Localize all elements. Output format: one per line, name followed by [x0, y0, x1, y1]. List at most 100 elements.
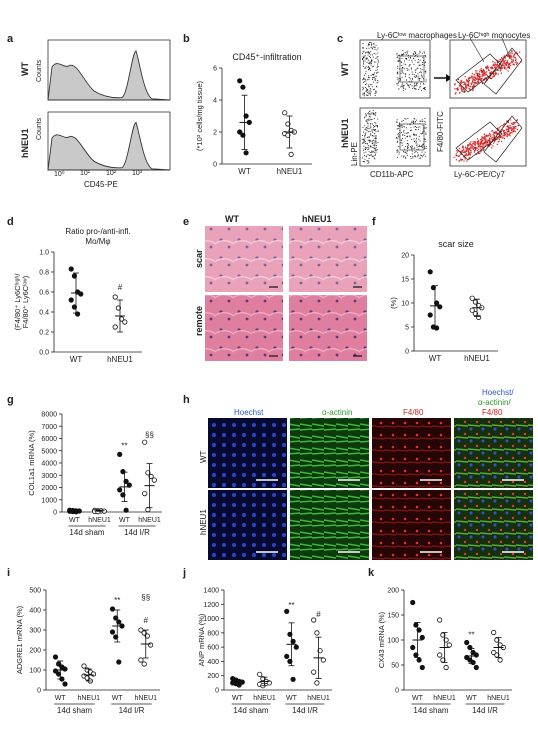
flow-event-dot [367, 136, 369, 138]
flow-event-dot [370, 154, 372, 156]
flow-event-dot [509, 55, 511, 57]
flow-event-dot [505, 64, 508, 66]
flow-event-dot [502, 136, 504, 139]
flow-event-dot [470, 146, 472, 148]
flow-event-dot [374, 136, 376, 138]
y-tick-label: 6 [213, 66, 217, 73]
flow-event-dot [376, 149, 378, 151]
flow-event-dot [423, 51, 425, 53]
flow-event-dot [462, 145, 464, 147]
flow-event-dot [373, 157, 375, 159]
flow-event-dot [416, 137, 417, 139]
flow-event-dot [507, 54, 509, 56]
flow-event-dot [494, 132, 496, 134]
y-tick-label: 200 [207, 673, 219, 680]
flow-event-dot [490, 143, 492, 146]
flow-event-dot [514, 59, 517, 62]
flow-event-dot [362, 66, 364, 67]
flow-event-dot [421, 74, 422, 76]
flow-event-dot [370, 113, 372, 115]
flow-event-dot [364, 79, 366, 81]
flow-event-dot [366, 92, 368, 93]
flow-event-dot [484, 74, 487, 76]
flow-event-dot [496, 128, 499, 130]
flow-event-dot [463, 151, 465, 153]
flow-event-dot [368, 139, 370, 141]
flow-event-dot [415, 134, 417, 136]
flow-event-dot [509, 67, 511, 69]
data-point [68, 266, 74, 272]
flow-event-dot [371, 155, 373, 157]
flow-event-dot [509, 135, 511, 137]
flow-event-dot [418, 61, 420, 63]
flow-event-dot [421, 119, 423, 121]
flow-event-dot [403, 87, 405, 89]
flow-event-dot [362, 142, 364, 144]
flow-event-dot [496, 133, 498, 135]
histogram-curve [47, 50, 171, 101]
flow-event-dot [363, 77, 365, 79]
data-point [138, 657, 144, 663]
flow-event-dot [375, 138, 377, 140]
y-axis-label: (F4/80⁺ Ly6Cʰᶦᵍʰ/ [13, 273, 22, 331]
plot-title-2: Mo/Mφ [85, 237, 110, 246]
flow-event-dot [369, 139, 371, 141]
flow-event-dot [371, 86, 373, 88]
flow-event-dot [508, 63, 510, 65]
flow-event-dot [498, 127, 500, 129]
flow-event-dot [503, 67, 506, 70]
data-point [116, 619, 122, 625]
flow-event-dot [371, 140, 373, 142]
flow-event-dot [421, 156, 423, 158]
flow-event-dot [367, 139, 369, 141]
flow-event-dot [420, 70, 422, 72]
fluorescence-image [290, 418, 369, 488]
flow-event-dot [407, 132, 409, 134]
flow-event-dot [497, 141, 499, 143]
c-xlabel-left: CD11b-APC [370, 170, 414, 179]
flow-event-dot [365, 87, 366, 88]
flow-event-dot [397, 84, 399, 86]
flow-event-dot [371, 135, 373, 137]
flow-event-dot [406, 136, 408, 137]
flow-event-dot [510, 131, 512, 134]
flow-event-dot [512, 123, 514, 125]
y-axis-label: (%) [389, 297, 398, 309]
flow-event-dot [498, 66, 500, 68]
flow-event-dot [416, 76, 418, 78]
flow-event-dot [365, 120, 367, 122]
flow-event-dot [468, 79, 470, 82]
data-point [109, 629, 116, 635]
flow-event-dot [424, 61, 426, 63]
flow-event-dot [365, 115, 367, 117]
flow-event-dot [404, 76, 406, 77]
flow-event-dot [464, 154, 466, 156]
flow-event-dot [419, 140, 421, 142]
data-point [317, 648, 323, 654]
flow-event-dot [363, 93, 365, 95]
flow-event-dot [398, 127, 400, 129]
flow-event-dot [371, 66, 373, 68]
flow-event-dot [476, 79, 478, 81]
y-tick-label: 0.4 [39, 310, 49, 317]
y-tick-label: 100 [387, 638, 399, 645]
flow-event-dot [466, 148, 469, 150]
flow-event-dot [363, 78, 365, 80]
flow-event-dot [375, 147, 377, 149]
flow-event-dot [400, 72, 402, 74]
data-point [117, 451, 123, 457]
flow-event-dot [508, 57, 510, 59]
flow-event-dot [420, 80, 422, 82]
flow-event-dot [455, 93, 457, 95]
flow-event-dot [402, 54, 403, 55]
flow-event-dot [493, 132, 495, 135]
panel-letter-d: d [7, 216, 14, 228]
flow-event-dot [477, 152, 479, 155]
flow-event-dot [421, 146, 422, 148]
flow-event-dot [507, 121, 510, 123]
flow-event-dot [406, 79, 407, 81]
flow-event-dot [407, 52, 408, 54]
flow-event-dot [483, 73, 486, 75]
flow-event-dot [479, 144, 481, 146]
significance-mark: # [316, 610, 321, 619]
